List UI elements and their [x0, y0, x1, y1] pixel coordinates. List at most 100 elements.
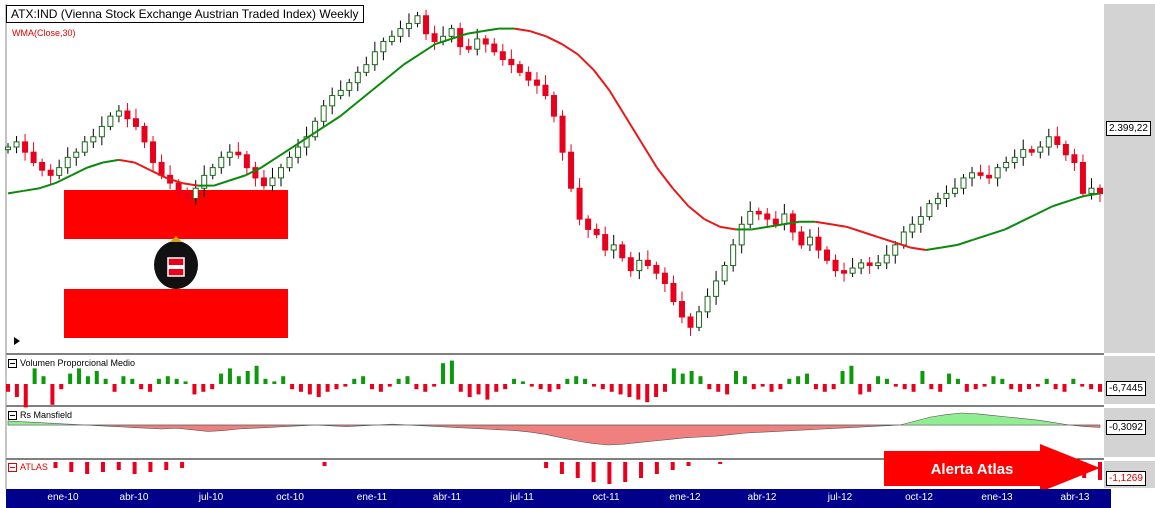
wma-line-segment [323, 115, 341, 128]
x-tick-label: jul-10 [198, 492, 224, 503]
wma-line-segment [1084, 192, 1101, 197]
candle [192, 187, 199, 200]
candle [22, 141, 29, 153]
volume-bar [165, 376, 170, 384]
candle [141, 125, 148, 143]
candle [670, 283, 677, 303]
wma-line-segment [260, 156, 278, 169]
collapse-icon[interactable] [8, 410, 17, 420]
wma-line-segment [308, 125, 326, 138]
eagle-shield-band [168, 265, 184, 269]
price-axis-panel [1104, 4, 1155, 353]
volume-bar [103, 378, 108, 384]
candle [448, 28, 455, 37]
volume-bar [245, 371, 250, 384]
wma-line-segment [1052, 200, 1069, 208]
collapse-icon[interactable] [8, 462, 17, 472]
candle [602, 234, 609, 251]
candle [858, 262, 865, 269]
atlas-value-tag: -1,1269 [1106, 471, 1146, 486]
volume-bar [494, 384, 499, 392]
scroll-right-icon[interactable] [14, 337, 20, 345]
wma-line-segment [450, 32, 468, 40]
atlas-bar [591, 462, 596, 482]
volume-bar [112, 384, 117, 392]
candle [30, 151, 37, 163]
atlas-bar [654, 462, 659, 474]
wma-line-segment [909, 246, 927, 252]
volume-bar [476, 384, 481, 395]
candle [1062, 143, 1069, 156]
candle [491, 43, 498, 53]
candle [636, 259, 643, 272]
volume-value-tag: -6,7445 [1106, 381, 1146, 396]
wma-line-segment [434, 37, 452, 45]
x-tick-label: abr-12 [747, 492, 777, 503]
candle [457, 28, 464, 48]
wma-label: WMA(Close,30) [12, 28, 76, 38]
volume-bar [529, 384, 534, 387]
atlas-panel-title[interactable]: ATLAS [8, 462, 48, 472]
wma-line-segment [244, 166, 262, 177]
volume-bar [600, 384, 605, 390]
candle [653, 264, 660, 274]
atlas-bar [639, 462, 644, 478]
candle [56, 167, 63, 176]
collapse-icon[interactable] [8, 358, 17, 368]
volume-bar [778, 384, 783, 390]
candle [585, 218, 592, 230]
volume-bar [671, 368, 676, 384]
candle [806, 236, 813, 246]
wma-line-segment [529, 30, 547, 38]
wma-line-segment [862, 231, 879, 239]
wma-line-segment [514, 27, 531, 33]
candle [1003, 161, 1010, 169]
mansfield-panel-title[interactable]: Rs Mansfield [8, 410, 72, 420]
candle [798, 231, 805, 246]
volume-title-text: Volumen Proporcional Medio [20, 358, 136, 368]
volume-bar [396, 378, 401, 384]
volume-panel-title[interactable]: Volumen Proporcional Medio [8, 358, 135, 368]
candle [184, 192, 191, 200]
volume-bar [503, 384, 508, 390]
candle [64, 156, 71, 169]
volume-bar [787, 378, 792, 384]
candle [875, 262, 882, 266]
candle [755, 210, 762, 215]
candle [90, 136, 97, 143]
atlas-bar [180, 462, 185, 468]
candle [738, 223, 745, 246]
wma-line-segment [466, 30, 483, 35]
x-tick-label: abr-11 [432, 492, 462, 503]
volume-bar [85, 376, 90, 384]
x-tick-label: abr-10 [119, 492, 149, 503]
wma-line-segment [403, 53, 421, 66]
candle [414, 15, 421, 24]
candle [388, 35, 395, 42]
wma-line-segment [640, 141, 658, 169]
candle [98, 125, 105, 138]
volume-bar [59, 384, 64, 390]
wma-line-segment [925, 246, 942, 252]
volume-bar [432, 384, 437, 387]
volume-bar [1062, 384, 1067, 392]
x-tick-label: oct-10 [276, 492, 304, 503]
candle [235, 151, 242, 156]
candle [934, 198, 941, 205]
chart-title: ATX:IND (Vienna Stock Exchange Austrian … [6, 5, 364, 23]
volume-bar [973, 384, 978, 390]
volume-bar [689, 371, 694, 384]
candle [13, 141, 20, 148]
candle [900, 231, 907, 246]
candle [312, 120, 319, 138]
volume-bar [876, 376, 881, 384]
volume-bar [352, 378, 357, 384]
candle [1011, 156, 1018, 163]
volume-bar [698, 376, 703, 384]
candle [986, 174, 993, 179]
eagle-crown-icon [170, 236, 182, 242]
volume-bar [512, 378, 517, 384]
candle [218, 156, 225, 169]
candle [132, 118, 139, 127]
volume-bar [485, 384, 490, 400]
